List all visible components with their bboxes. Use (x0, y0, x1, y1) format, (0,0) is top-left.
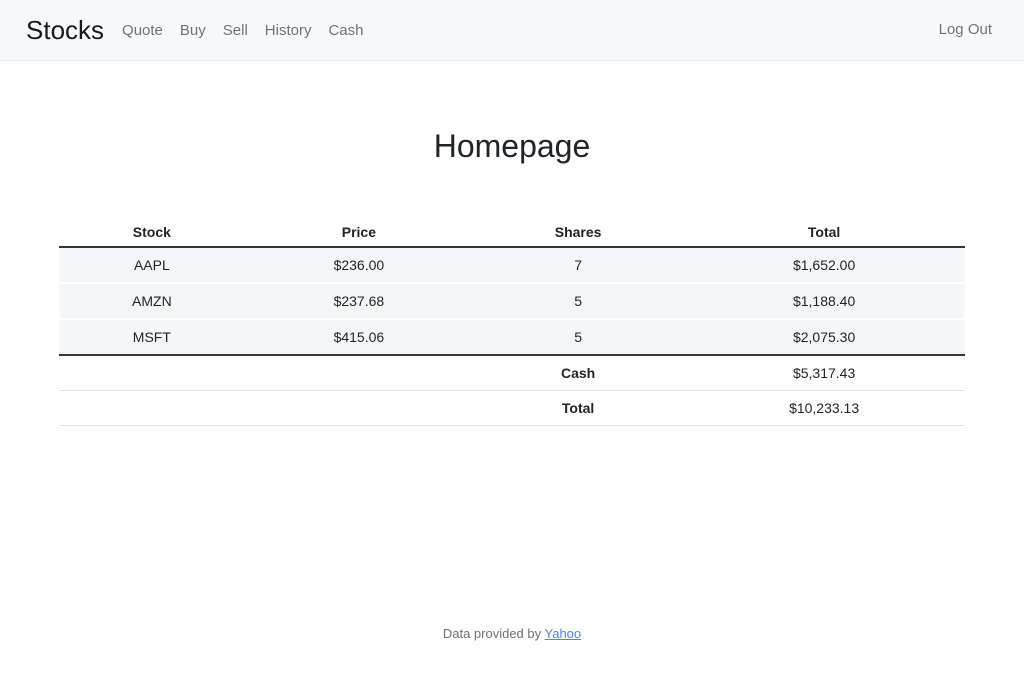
cash-label: Cash (473, 355, 684, 391)
table-row: MSFT $415.06 5 $2,075.30 (59, 319, 965, 355)
navbar: Stocks Quote Buy Sell History Cash Log O… (0, 0, 1024, 61)
cell-shares: 7 (473, 247, 684, 283)
header-shares: Shares (473, 219, 684, 248)
cell-total: $1,188.40 (683, 283, 965, 319)
summary-row-total: Total $10,233.13 (59, 390, 965, 426)
cell-shares: 5 (473, 283, 684, 319)
header-total: Total (683, 219, 965, 248)
cell-stock: MSFT (59, 319, 245, 355)
table-row: AAPL $236.00 7 $1,652.00 (59, 247, 965, 283)
nav-links: Quote Buy Sell History Cash (122, 23, 380, 38)
footer: Data provided by Yahoo (0, 625, 1024, 643)
nav-item-buy[interactable]: Buy (179, 21, 206, 39)
main-content: Homepage Stock Price Shares Total AAPL $… (59, 127, 965, 426)
cell-price: $236.00 (244, 247, 474, 283)
cell-price: $415.06 (244, 319, 474, 355)
nav-item-quote[interactable]: Quote (122, 21, 163, 39)
total-value: $10,233.13 (683, 390, 965, 426)
cell-stock: AAPL (59, 247, 245, 283)
total-label: Total (473, 390, 684, 426)
table-header: Stock Price Shares Total (59, 219, 965, 248)
footer-text: Data provided by (442, 626, 542, 641)
nav-item-cash[interactable]: Cash (328, 21, 364, 39)
summary-row-cash: Cash $5,317.43 (59, 355, 965, 391)
page-title: Homepage (433, 128, 591, 164)
header-price: Price (244, 219, 474, 248)
logout-link[interactable]: Log Out (938, 21, 992, 38)
header-stock: Stock (59, 219, 245, 248)
portfolio-table: Stock Price Shares Total AAPL $236.00 7 … (59, 219, 965, 426)
navbar-right: Log Out (939, 21, 992, 39)
nav-item-history[interactable]: History (264, 21, 312, 39)
cell-stock: AMZN (59, 283, 245, 319)
cell-total: $2,075.30 (683, 319, 965, 355)
cell-price: $237.68 (244, 283, 474, 319)
table-row: AMZN $237.68 5 $1,188.40 (59, 283, 965, 319)
cash-value: $5,317.43 (683, 355, 965, 391)
brand-link[interactable]: Stocks (26, 15, 105, 45)
cell-total: $1,652.00 (683, 247, 965, 283)
cell-shares: 5 (473, 319, 684, 355)
nav-item-sell[interactable]: Sell (222, 21, 248, 39)
yahoo-link[interactable]: Yahoo (544, 626, 582, 641)
